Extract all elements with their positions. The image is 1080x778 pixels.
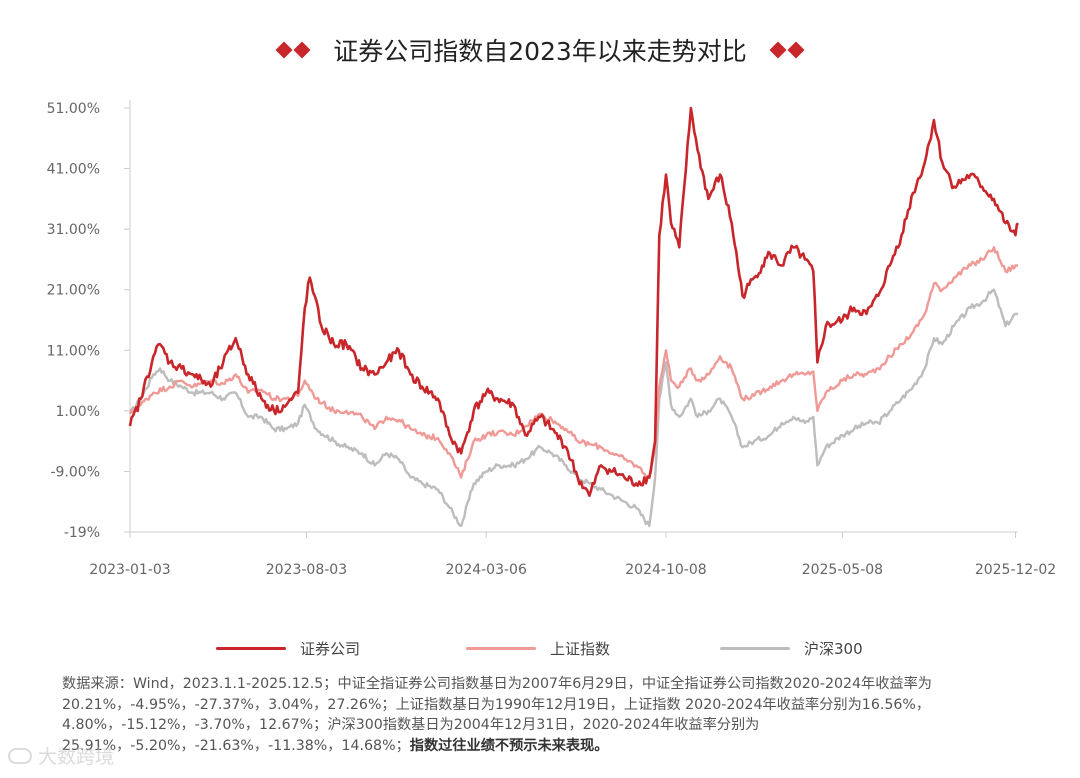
y-tick-label: 31.00% bbox=[47, 222, 100, 238]
legend-label-csi300: 沪深300 bbox=[804, 639, 863, 658]
disclaimer-text: 指数过往业绩不预示未来表现。 bbox=[409, 737, 609, 754]
x-tick-label: 2025-05-08 bbox=[802, 562, 883, 578]
legend-item-brokerage: 证券公司 bbox=[216, 636, 360, 660]
series-line-csi300 bbox=[128, 288, 1019, 528]
watermark-logo-icon bbox=[8, 747, 32, 764]
x-tick-label: 2025-12-02 bbox=[975, 562, 1056, 578]
watermark: 大数跨境 bbox=[8, 742, 114, 769]
legend-swatch-csi300 bbox=[720, 646, 790, 650]
y-tick-label: -19% bbox=[64, 525, 100, 541]
legend: 证券公司 上证指数 沪深300 bbox=[0, 636, 1080, 660]
line-chart: 51.00% 41.00% 31.00% 21.00% 11.00% 1.00% -9.00… bbox=[47, 100, 1056, 578]
x-tick-label: 2023-01-03 bbox=[89, 562, 170, 578]
x-tick-label: 2024-10-08 bbox=[625, 562, 706, 578]
y-tick-label: 1.00% bbox=[56, 404, 100, 420]
legend-item-shanghai: 上证指数 bbox=[466, 636, 610, 660]
series-line-shanghai bbox=[128, 246, 1018, 479]
x-tick-label: 2023-08-03 bbox=[266, 562, 347, 578]
source-note-text: 数据来源：Wind，2023.1.1-2025.12.5；中证全指证券公司指数基… bbox=[62, 676, 932, 754]
y-tick-label: 21.00% bbox=[47, 283, 100, 299]
title-row: 证券公司指数自2023年以来走势对比 bbox=[0, 28, 1080, 72]
x-axis: 2023-01-03 2023-08-03 2024-03-06 2024-10-08… bbox=[89, 531, 1056, 578]
legend-item-csi300: 沪深300 bbox=[720, 636, 863, 660]
watermark-text: 大数跨境 bbox=[38, 746, 115, 768]
y-tick-label: 11.00% bbox=[47, 343, 100, 359]
y-tick-label: 51.00% bbox=[47, 101, 100, 117]
legend-swatch-brokerage bbox=[216, 646, 286, 650]
legend-label-shanghai: 上证指数 bbox=[550, 639, 611, 658]
series-layer bbox=[128, 106, 1020, 528]
legend-label-brokerage: 证券公司 bbox=[300, 639, 361, 658]
series-line-brokerage bbox=[128, 106, 1020, 497]
y-tick-label: 41.00% bbox=[47, 162, 100, 178]
y-axis: 51.00% 41.00% 31.00% 21.00% 11.00% 1.00% -9.00… bbox=[47, 100, 131, 541]
y-tick-label: -9.00% bbox=[50, 464, 100, 480]
legend-swatch-shanghai bbox=[466, 646, 536, 650]
chart-title: 证券公司指数自2023年以来走势对比 bbox=[333, 37, 747, 66]
x-tick-label: 2024-03-06 bbox=[446, 562, 527, 578]
source-note: 数据来源：Wind，2023.1.1-2025.12.5；中证全指证券公司指数基… bbox=[62, 674, 1024, 756]
